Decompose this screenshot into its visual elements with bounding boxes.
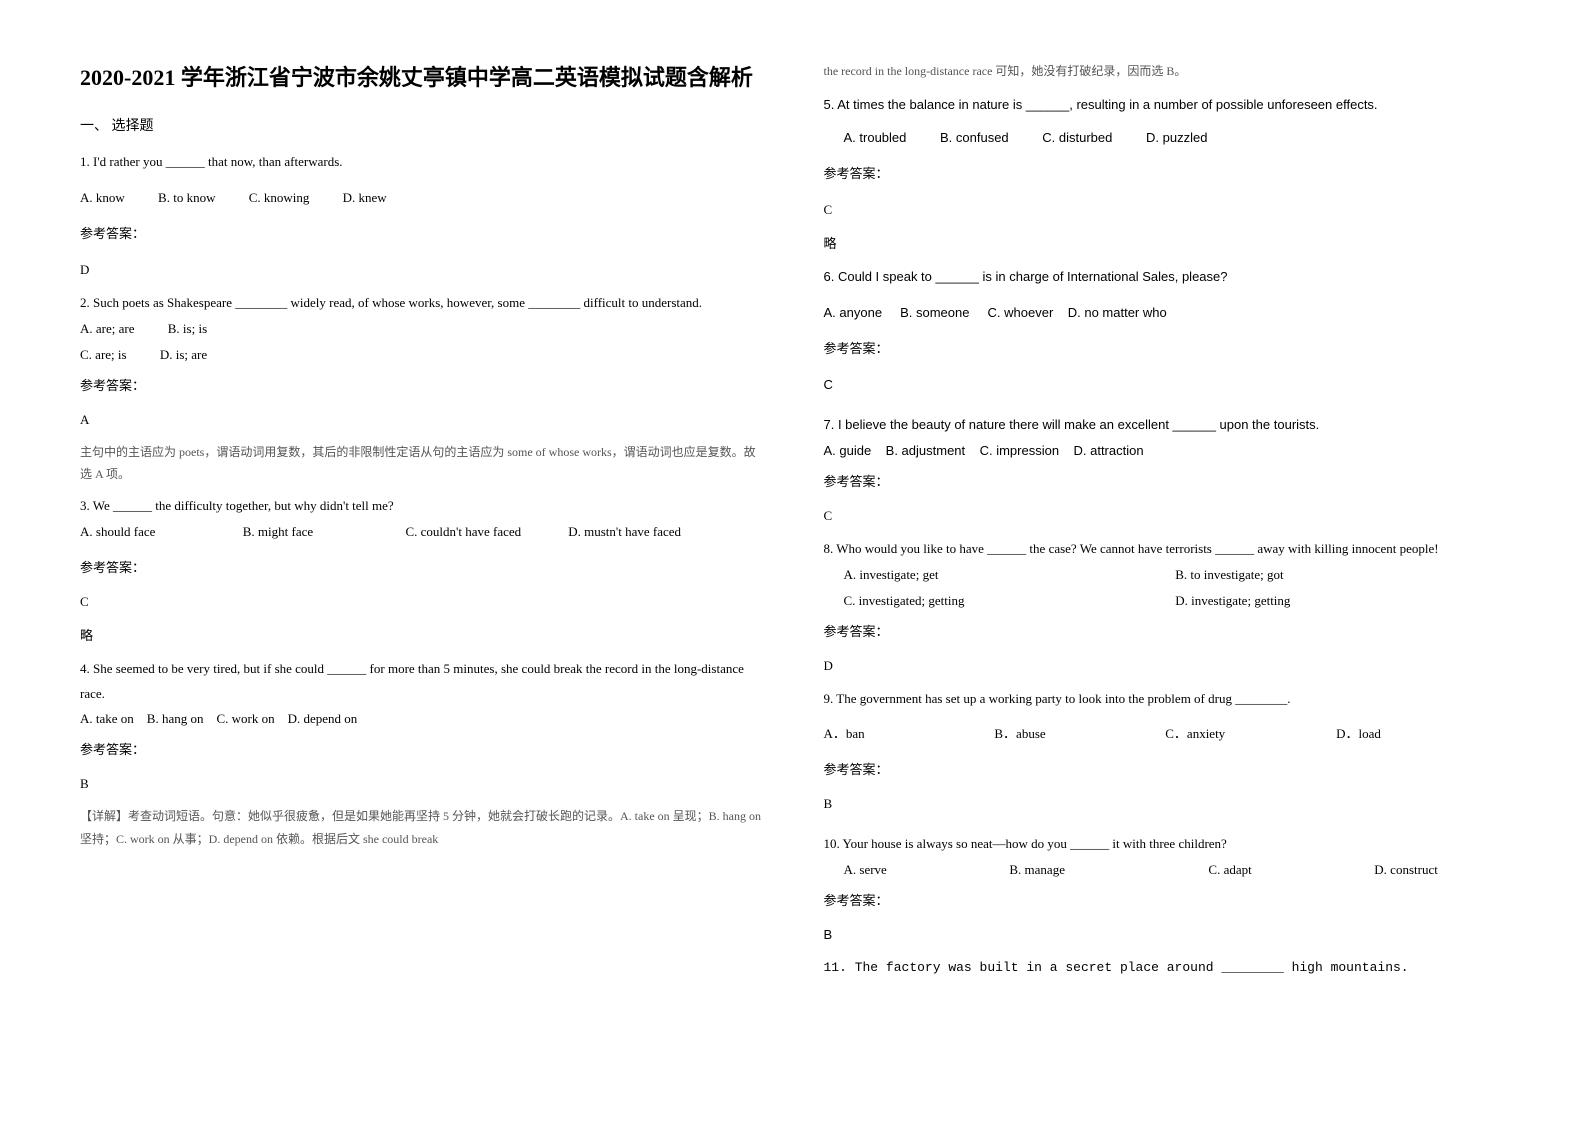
q2-optD: D. is; are: [160, 342, 207, 368]
question-6: 6. Could I speak to ______ is in charge …: [824, 265, 1508, 398]
q1-text: 1. I'd rather you ______ that now, than …: [80, 150, 764, 175]
q2-options-row2: C. are; is D. is; are: [80, 342, 764, 368]
q9-optA: A．ban: [824, 721, 995, 747]
q2-optC: C. are; is: [80, 342, 127, 368]
q5-answer: C: [824, 197, 1508, 223]
q4-options: A. take on B. hang on C. work on D. depe…: [80, 706, 764, 732]
q10-optB: B. manage: [1009, 857, 1208, 883]
q4-explanation: 【详解】考查动词短语。句意：她似乎很疲惫，但是如果她能再坚持 5 分钟，她就会打…: [80, 805, 764, 851]
q8-optD: D. investigate; getting: [1175, 588, 1507, 614]
question-10: 10. Your house is always so neat—how do …: [824, 832, 1508, 948]
q3-options: A. should face B. might face C. couldn't…: [80, 519, 764, 545]
q3-note: 略: [80, 623, 764, 649]
q8-options-row1: A. investigate; get B. to investigate; g…: [824, 562, 1508, 588]
q3-answer: C: [80, 589, 764, 615]
q4-text: 4. She seemed to be very tired, but if s…: [80, 657, 764, 706]
q3-optA: A. should face: [80, 519, 243, 545]
document-title: 2020-2021 学年浙江省宁波市余姚丈亭镇中学高二英语模拟试题含解析: [80, 60, 764, 95]
q3-optB: B. might face: [243, 519, 406, 545]
q9-optD: D．load: [1336, 721, 1507, 747]
q9-optB: B．abuse: [994, 721, 1165, 747]
q5-note: 略: [824, 231, 1508, 257]
q9-text: 9. The government has set up a working p…: [824, 687, 1508, 712]
q3-optC: C. couldn't have faced: [405, 519, 568, 545]
q7-text: 7. I believe the beauty of nature there …: [824, 413, 1508, 438]
q6-text: 6. Could I speak to ______ is in charge …: [824, 265, 1508, 290]
q10-optA: A. serve: [844, 857, 1010, 883]
q1-answer-label: 参考答案：: [80, 221, 764, 247]
q9-answer-label: 参考答案：: [824, 757, 1508, 783]
q5-optD: D. puzzled: [1146, 125, 1207, 151]
question-8: 8. Who would you like to have ______ the…: [824, 537, 1508, 679]
section-header: 一、 选择题: [80, 115, 764, 135]
q4-answer: B: [80, 771, 764, 797]
q1-answer: D: [80, 257, 764, 283]
left-column: 2020-2021 学年浙江省宁波市余姚丈亭镇中学高二英语模拟试题含解析 一、 …: [80, 60, 764, 989]
q10-answer: B: [824, 922, 1508, 948]
q5-answer-label: 参考答案：: [824, 161, 1508, 187]
q5-optC: C. disturbed: [1042, 125, 1112, 151]
q2-answer: A: [80, 407, 764, 433]
q2-text: 2. Such poets as Shakespeare ________ wi…: [80, 291, 764, 316]
q2-optA: A. are; are: [80, 316, 135, 342]
question-4: 4. She seemed to be very tired, but if s…: [80, 657, 764, 851]
question-1: 1. I'd rather you ______ that now, than …: [80, 150, 764, 283]
q10-options: A. serve B. manage C. adapt D. construct: [824, 857, 1508, 883]
q7-answer: C: [824, 503, 1508, 529]
q6-options: A. anyone B. someone C. whoever D. no ma…: [824, 300, 1508, 326]
q3-text: 3. We ______ the difficulty together, bu…: [80, 494, 764, 519]
q1-optD: D. knew: [343, 185, 387, 211]
q8-optB: B. to investigate; got: [1175, 562, 1507, 588]
q8-text: 8. Who would you like to have ______ the…: [824, 537, 1508, 562]
q8-answer-label: 参考答案：: [824, 619, 1508, 645]
q10-answer-label: 参考答案：: [824, 888, 1508, 914]
q10-optD: D. construct: [1374, 857, 1507, 883]
q6-answer: C: [824, 372, 1508, 398]
q9-answer: B: [824, 791, 1508, 817]
q1-options: A. know B. to know C. knowing D. knew: [80, 185, 764, 211]
q5-text: 5. At times the balance in nature is ___…: [824, 93, 1508, 118]
question-9: 9. The government has set up a working p…: [824, 687, 1508, 818]
q8-optC: C. investigated; getting: [844, 588, 1176, 614]
q3-answer-label: 参考答案：: [80, 555, 764, 581]
q5-optA: A. troubled: [844, 125, 907, 151]
q1-optB: B. to know: [158, 185, 215, 211]
question-3: 3. We ______ the difficulty together, bu…: [80, 494, 764, 649]
q2-options-row1: A. are; are B. is; is: [80, 316, 764, 342]
q7-options: A. guide B. adjustment C. impression D. …: [824, 438, 1508, 464]
right-column: the record in the long-distance race 可知，…: [824, 60, 1508, 989]
q1-optC: C. knowing: [249, 185, 310, 211]
q2-explanation: 主句中的主语应为 poets，谓语动词用复数，其后的非限制性定语从句的主语应为 …: [80, 441, 764, 487]
question-2: 2. Such poets as Shakespeare ________ wi…: [80, 291, 764, 486]
q8-optA: A. investigate; get: [844, 562, 1176, 588]
question-5: 5. At times the balance in nature is ___…: [824, 93, 1508, 258]
question-7: 7. I believe the beauty of nature there …: [824, 413, 1508, 529]
q6-answer-label: 参考答案：: [824, 336, 1508, 362]
q10-optC: C. adapt: [1208, 857, 1374, 883]
q3-optD: D. mustn't have faced: [568, 519, 763, 545]
q2-answer-label: 参考答案：: [80, 373, 764, 399]
q5-options: A. troubled B. confused C. disturbed D. …: [824, 125, 1508, 151]
q1-optA: A. know: [80, 185, 125, 211]
q11-text: 11. The factory was built in a secret pl…: [824, 956, 1508, 981]
q7-answer-label: 参考答案：: [824, 469, 1508, 495]
question-11: 11. The factory was built in a secret pl…: [824, 956, 1508, 981]
q4-continuation: the record in the long-distance race 可知，…: [824, 60, 1508, 83]
q8-options-row2: C. investigated; getting D. investigate;…: [824, 588, 1508, 614]
q5-optB: B. confused: [940, 125, 1009, 151]
q4-answer-label: 参考答案：: [80, 737, 764, 763]
q9-optC: C．anxiety: [1165, 721, 1336, 747]
q2-optB: B. is; is: [168, 316, 207, 342]
q8-answer: D: [824, 653, 1508, 679]
q10-text: 10. Your house is always so neat—how do …: [824, 832, 1508, 857]
q9-options: A．ban B．abuse C．anxiety D．load: [824, 721, 1508, 747]
page-container: 2020-2021 学年浙江省宁波市余姚丈亭镇中学高二英语模拟试题含解析 一、 …: [80, 60, 1507, 989]
